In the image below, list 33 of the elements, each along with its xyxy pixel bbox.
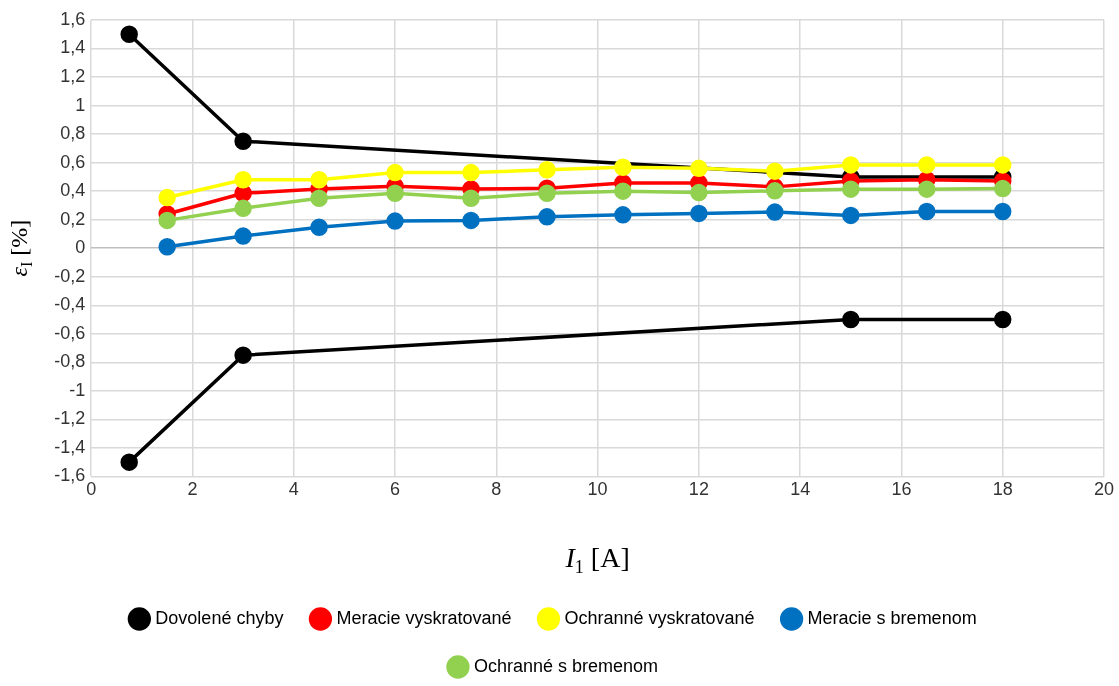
legend-label: Ochranné s bremenom <box>473 655 659 676</box>
y-tick-label: -0,2 <box>54 265 86 286</box>
y-tick-label: -0,6 <box>54 322 86 343</box>
legend-label: Meracie vyskratované <box>336 607 512 628</box>
y-tick-label: -1,6 <box>54 465 86 486</box>
y-axis-title: εI [%] <box>6 219 36 277</box>
y-tick-label: -0,4 <box>54 294 86 315</box>
x-tick-label: 20 <box>1093 479 1115 500</box>
legend-label: Ochranné vyskratované <box>564 607 755 628</box>
y-tick-label: -1,4 <box>54 436 86 457</box>
y-tick-label: 1 <box>75 94 86 115</box>
x-tick-label: 2 <box>187 479 198 500</box>
y-tick-label: -1 <box>69 379 86 400</box>
y-tick-label: 1,4 <box>60 37 86 58</box>
legend-label: Dovolené chyby <box>155 607 284 628</box>
x-tick-label: 16 <box>891 479 912 500</box>
x-tick-label: 10 <box>587 479 608 500</box>
y-tick-label: 0,8 <box>60 123 86 144</box>
x-tick-label: 12 <box>688 479 709 500</box>
y-tick-label: 0 <box>75 237 86 258</box>
y-tick-label: 0,2 <box>60 208 86 229</box>
y-tick-label: 1,6 <box>60 8 86 29</box>
y-tick-label: 0,6 <box>60 151 86 172</box>
x-tick-label: 14 <box>790 479 811 500</box>
y-tick-label: 1,2 <box>60 66 86 87</box>
x-tick-label: 4 <box>288 479 299 500</box>
x-tick-label: 8 <box>491 479 502 500</box>
x-tick-label: 6 <box>390 479 401 500</box>
y-tick-label: 0,4 <box>60 180 86 201</box>
x-tick-label: 18 <box>992 479 1013 500</box>
y-tick-label: -1,2 <box>54 408 86 429</box>
legend-label: Meracie s bremenom <box>807 607 977 628</box>
y-tick-label: -0,8 <box>54 351 86 372</box>
